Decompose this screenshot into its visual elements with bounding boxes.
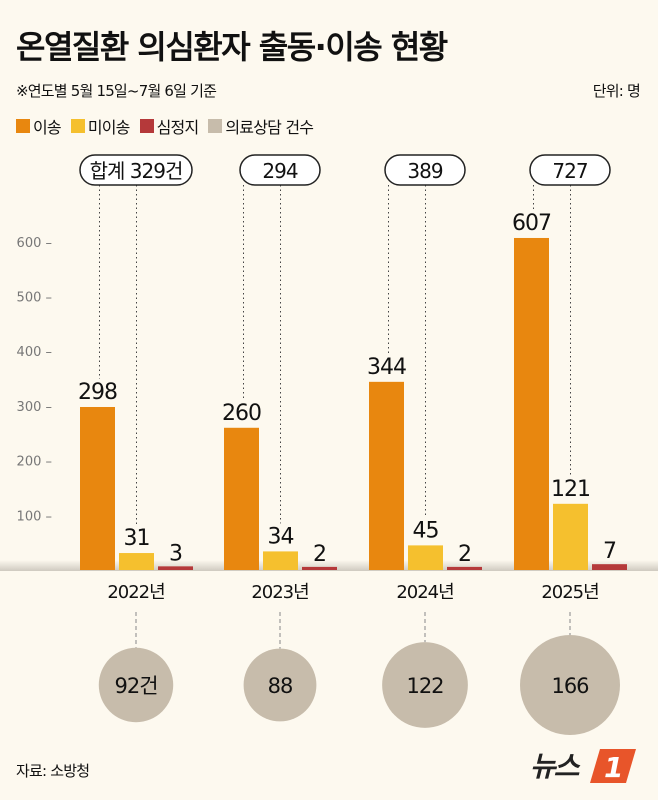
bar-미이송	[553, 503, 588, 570]
bar-이송	[224, 427, 259, 570]
bar-심정지	[158, 566, 193, 570]
legend: 이송 미이송 심정지 의료상담 건수	[16, 114, 314, 138]
bar-value-label: 298	[78, 380, 117, 405]
legend-item: 심정지	[139, 114, 200, 138]
bar-심정지	[592, 564, 627, 570]
svg-text:1: 1	[604, 751, 623, 784]
consultation-circle	[382, 642, 468, 728]
consultation-label: 88	[268, 674, 293, 698]
legend-item: 의료상담 건수	[208, 114, 314, 138]
bar-value-label: 34	[268, 524, 294, 549]
unit-label: 단위: 명	[592, 82, 641, 100]
consultation-label: 166	[551, 674, 589, 698]
y-tick-label: 600 –	[17, 236, 52, 251]
category-label: 2024년	[396, 582, 453, 603]
legend-label: 이송	[33, 118, 62, 137]
bar-value-label: 7	[603, 539, 616, 564]
bar-value-label: 260	[222, 401, 261, 426]
total-label: 727	[552, 159, 587, 183]
legend-swatch	[16, 119, 30, 133]
bar-이송	[80, 406, 115, 570]
chart-subtitle: ※연도별 5월 15일~7월 6일 기준	[16, 82, 217, 100]
bar-value-label: 45	[413, 518, 439, 543]
category-label: 2022년	[107, 582, 164, 603]
legend-swatch	[139, 119, 154, 133]
legend-item: 미이송	[70, 114, 131, 138]
bar-value-label: 3	[169, 541, 182, 566]
total-pill	[384, 154, 466, 186]
chart-title: 온열질환 의심환자 출동·이송 현황	[16, 28, 448, 66]
legend-item: 이송	[16, 114, 62, 138]
baseline	[0, 560, 658, 571]
bar-value-label: 31	[124, 526, 150, 551]
total-pill	[79, 154, 193, 186]
total-label: 294	[262, 159, 297, 183]
total-label: 합계 329건	[90, 159, 183, 183]
total-pill	[529, 154, 611, 186]
legend-label: 심정지	[156, 118, 200, 137]
bar-이송	[514, 237, 549, 570]
bar-심정지	[302, 566, 337, 570]
total-label: 389	[407, 159, 442, 183]
y-tick-label: 400 –	[17, 345, 52, 360]
consultation-label: 92건	[114, 674, 157, 698]
bar-미이송	[408, 545, 443, 570]
bar-value-label: 2	[313, 542, 326, 567]
consultation-circle	[98, 647, 174, 723]
total-pill	[239, 154, 321, 186]
y-tick-label: 300 –	[17, 400, 52, 415]
y-tick-label: 200 –	[17, 455, 52, 470]
legend-swatch	[70, 119, 85, 133]
bar-value-label: 121	[551, 477, 590, 502]
bar-value-label: 2	[458, 542, 471, 567]
consultation-circle	[520, 635, 620, 735]
consultation-label: 122	[406, 674, 443, 698]
y-tick-label: 500 –	[17, 291, 52, 306]
news1-logo: 뉴스 1	[530, 745, 640, 785]
bar-심정지	[447, 566, 482, 570]
svg-text:뉴스: 뉴스	[530, 750, 581, 783]
legend-swatch	[208, 119, 223, 133]
logo-graphic: 뉴스 1	[530, 749, 636, 784]
bar-미이송	[263, 551, 298, 570]
legend-label: 미이송	[87, 118, 131, 137]
source: 자료: 소방청	[16, 762, 90, 780]
consultation-circle	[243, 648, 317, 722]
legend-label: 의료상담 건수	[225, 118, 314, 137]
bar-미이송	[119, 553, 154, 570]
y-tick-label: 100 –	[17, 509, 52, 524]
bar-value-label: 344	[367, 355, 406, 380]
category-label: 2023년	[251, 582, 308, 603]
category-label: 2025년	[541, 582, 598, 603]
bar-value-label: 607	[512, 211, 551, 236]
bar-이송	[369, 381, 404, 570]
